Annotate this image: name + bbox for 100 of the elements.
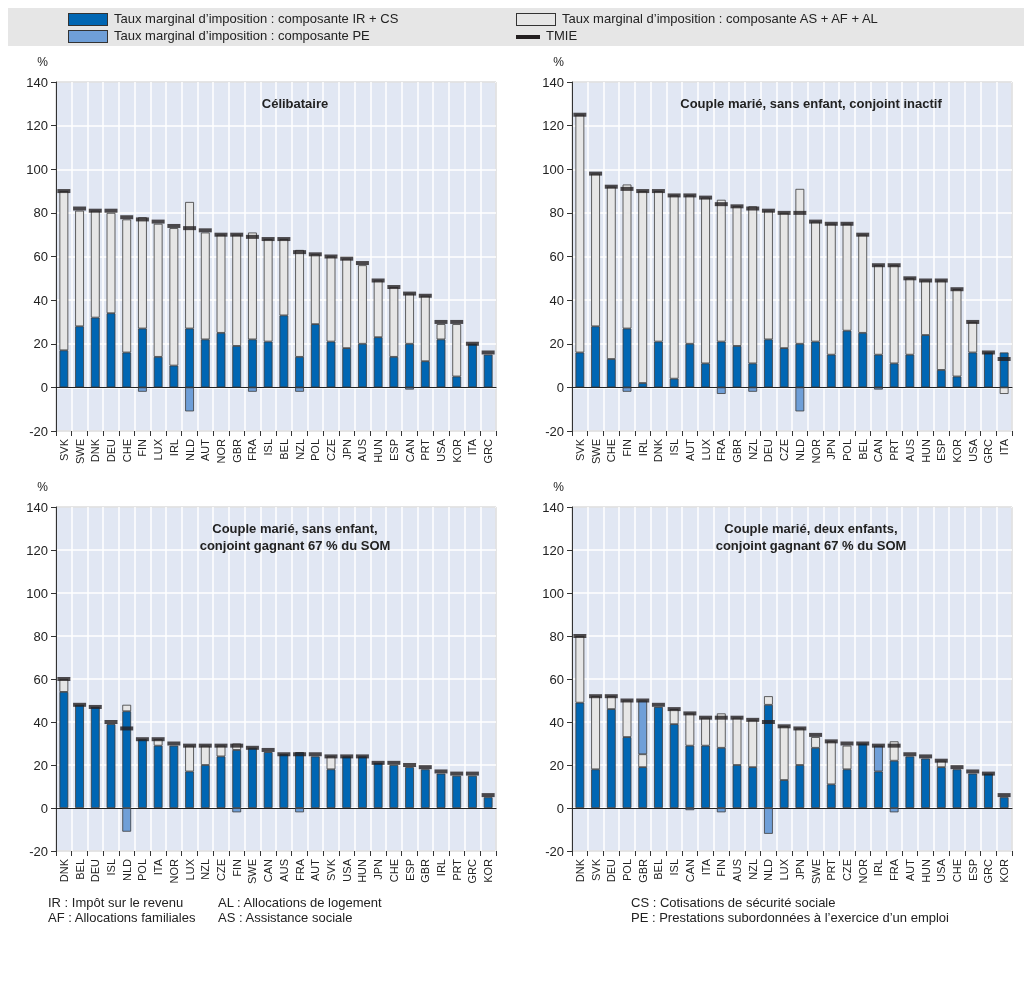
x-tick-label: AUT: [903, 858, 916, 882]
x-tick-label: FIN: [230, 859, 243, 877]
text: Célibataire: [261, 96, 329, 112]
x-tick-label: NOR: [215, 439, 227, 464]
x-tick-label: CHE: [605, 439, 618, 463]
x-tick-label: HUN: [356, 859, 369, 883]
x-tick-label: CAN: [262, 859, 275, 883]
x-tick-label: GBR: [636, 859, 649, 883]
x-tick-label: NOR: [856, 859, 869, 884]
y-axis-title: %: [37, 55, 49, 70]
y-tick-label: 80: [33, 205, 48, 221]
x-tick-label: DNK: [89, 438, 102, 463]
x-tick-label: LUX: [183, 858, 196, 881]
x-tick-label: NLD: [793, 439, 806, 462]
x-tick-label: PRT: [419, 438, 432, 461]
x-tick-label: FRA: [246, 438, 259, 462]
x-tick-label: AUS: [731, 859, 743, 882]
x-tick-label: POL: [309, 439, 322, 462]
y-tick-label: 60: [33, 671, 48, 687]
x-tick-label: ITA: [152, 858, 165, 876]
x-tick-label: NZL: [293, 439, 306, 460]
x-tick-label: SVK: [589, 858, 602, 882]
x-tick-label: JPN: [372, 859, 385, 880]
x-tick-label: DEU: [105, 439, 117, 463]
y-tick-label: 60: [549, 671, 564, 687]
x-tick-label: DEU: [605, 859, 618, 883]
y-tick-label: 120: [542, 118, 564, 134]
x-tick-label: BEL: [73, 859, 86, 880]
x-tick-label: GBR: [230, 439, 243, 463]
y-tick-label: 40: [33, 292, 48, 308]
y-tick-label: 100: [542, 161, 564, 177]
x-tick-label: AUS: [277, 859, 290, 882]
x-tick-label: NOR: [167, 859, 180, 884]
x-tick-label: GBR: [731, 439, 743, 463]
x-tick-label: SVK: [57, 438, 70, 462]
y-tick-label: 140: [26, 74, 48, 90]
x-tick-label: BEL: [652, 859, 665, 880]
x-tick-label: AUT: [309, 858, 322, 882]
x-tick-label: BEL: [856, 439, 869, 460]
x-tick-label: IRL: [435, 859, 447, 877]
x-tick-label: IRL: [167, 439, 180, 457]
y-tick-label: -20: [545, 843, 564, 859]
x-tick-label: NZL: [746, 439, 759, 460]
x-tick-label: SWE: [809, 859, 822, 885]
x-tick-label: SWE: [589, 439, 602, 465]
x-tick-label: AUT: [199, 438, 212, 462]
y-tick-label: 140: [542, 74, 564, 90]
x-tick-label: ISL: [668, 439, 681, 456]
x-tick-label: ISL: [262, 439, 275, 456]
x-tick-label: HUN: [919, 859, 932, 883]
x-tick-label: PRT: [825, 858, 838, 881]
text: AL : Allocations de logement: [218, 895, 383, 911]
x-tick-label: POL: [841, 439, 853, 462]
x-tick-label: PRT: [888, 438, 901, 461]
x-tick-label: FRA: [293, 858, 306, 882]
x-tick-label: GBR: [419, 859, 432, 883]
x-tick-label: CAN: [872, 439, 885, 463]
x-tick-label: ITA: [699, 858, 712, 876]
legend-label: Taux marginal d’imposition : composante AS + AF + AL: [562, 11, 878, 26]
x-tick-label: SWE: [246, 859, 259, 885]
x-tick-label: LUX: [152, 438, 165, 461]
x-tick-label: DEU: [89, 859, 102, 883]
x-tick-label: ISL: [668, 859, 681, 876]
y-tick-label: 20: [33, 336, 48, 352]
y-tick-label: 40: [549, 714, 564, 730]
x-tick-label: IRL: [872, 859, 885, 877]
x-tick-label: CZE: [215, 859, 227, 882]
x-tick-label: CZE: [778, 439, 791, 462]
y-tick-label: 80: [549, 205, 564, 221]
text: CS : Cotisations de sécurité sociale: [631, 895, 837, 911]
x-tick-label: LUX: [699, 438, 712, 461]
x-tick-label: JPN: [340, 439, 353, 460]
y-tick-label: 140: [26, 499, 48, 515]
y-tick-label: 20: [549, 336, 564, 352]
x-tick-label: CZE: [325, 439, 337, 462]
x-tick-label: ITA: [466, 438, 479, 456]
x-tick-label: CAN: [683, 859, 696, 883]
y-tick-label: 120: [542, 542, 564, 558]
text: Couple marié, sans enfant, conjoint gagnant 67 % du SOM: [199, 521, 391, 554]
x-tick-label: GRC: [982, 439, 995, 464]
x-tick-label: AUS: [356, 439, 369, 462]
x-tick-label: LUX: [778, 858, 791, 881]
text: IR : Impôt sur le revenu: [48, 895, 185, 911]
x-tick-label: ESP: [935, 439, 948, 462]
x-tick-label: NZL: [746, 859, 759, 880]
y-tick-label: -20: [545, 423, 564, 439]
y-axis-title: %: [37, 480, 49, 495]
y-tick-label: -20: [29, 843, 48, 859]
x-tick-label: KOR: [951, 439, 963, 463]
y-tick-label: 120: [26, 542, 48, 558]
x-tick-label: JPN: [825, 439, 838, 460]
x-tick-label: SWE: [73, 439, 86, 465]
x-tick-label: GRC: [982, 859, 995, 884]
x-tick-label: BEL: [277, 439, 290, 460]
x-tick-label: ISL: [105, 859, 117, 876]
y-tick-label: 40: [33, 714, 48, 730]
x-tick-label: DNK: [573, 858, 586, 883]
x-tick-label: JPN: [793, 859, 806, 880]
x-tick-label: IRL: [636, 439, 649, 457]
x-tick-label: NLD: [762, 859, 775, 882]
